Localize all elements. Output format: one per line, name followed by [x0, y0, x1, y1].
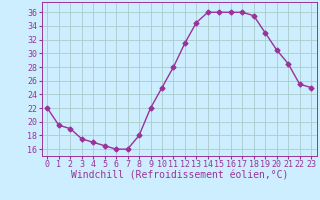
X-axis label: Windchill (Refroidissement éolien,°C): Windchill (Refroidissement éolien,°C)	[70, 171, 288, 181]
